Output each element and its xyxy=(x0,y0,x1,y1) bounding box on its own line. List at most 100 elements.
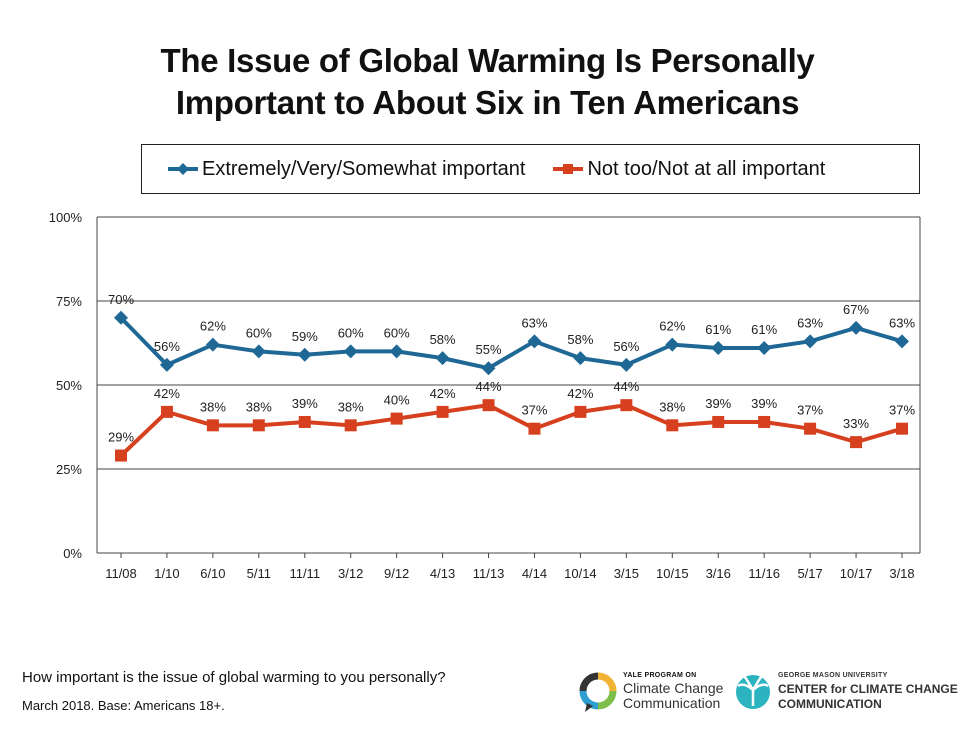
y-tick-label: 0% xyxy=(63,546,82,561)
data-label: 67% xyxy=(843,302,869,317)
data-label: 70% xyxy=(108,292,134,307)
yale-logo-text: Climate Change Communication xyxy=(623,681,723,711)
legend-label-not-important: Not too/Not at all important xyxy=(587,157,826,180)
x-tick-label: 11/08 xyxy=(105,566,137,581)
data-point-important xyxy=(159,357,174,372)
data-label: 39% xyxy=(705,396,731,411)
yale-logo-small-text: YALE PROGRAM ON xyxy=(623,672,697,679)
data-point-not-important xyxy=(804,422,817,435)
data-point-not-important xyxy=(252,419,265,432)
data-point-not-important xyxy=(574,405,587,418)
data-label: 37% xyxy=(797,403,823,418)
data-label: 33% xyxy=(843,416,869,431)
legend-label-important: Extremely/Very/Somewhat important xyxy=(202,157,526,180)
data-point-important xyxy=(435,351,450,366)
data-label: 60% xyxy=(384,325,410,340)
data-point-not-important xyxy=(115,449,127,462)
chart-legend: Extremely/Very/Somewhat important Not to… xyxy=(141,144,920,194)
data-point-not-important xyxy=(298,415,311,428)
data-label: 37% xyxy=(889,403,915,418)
x-tick-label: 11/13 xyxy=(473,566,505,581)
data-label: 60% xyxy=(246,325,272,340)
data-label: 56% xyxy=(154,339,180,354)
data-label: 59% xyxy=(292,329,318,344)
data-point-not-important xyxy=(482,399,495,412)
data-label: 42% xyxy=(430,386,456,401)
legend-item-not-important: Not too/Not at all important xyxy=(553,158,825,181)
data-point-important xyxy=(481,361,496,376)
data-label: 29% xyxy=(108,430,134,445)
x-tick-label: 4/13 xyxy=(430,566,455,581)
y-tick-label: 25% xyxy=(56,462,82,477)
data-label: 58% xyxy=(430,332,456,347)
data-label: 58% xyxy=(567,332,593,347)
data-point-not-important xyxy=(850,436,863,449)
data-point-important xyxy=(205,337,220,352)
data-point-not-important xyxy=(896,422,908,435)
data-point-not-important xyxy=(206,419,219,432)
data-label: 60% xyxy=(338,325,364,340)
data-point-not-important xyxy=(160,405,173,418)
data-label: 39% xyxy=(292,396,318,411)
x-tick-label: 11/16 xyxy=(748,566,780,581)
data-label: 63% xyxy=(521,315,547,330)
x-tick-label: 5/11 xyxy=(247,566,271,581)
x-tick-label: 5/17 xyxy=(797,566,822,581)
data-label: 44% xyxy=(613,379,639,394)
x-tick-label: 1/10 xyxy=(154,566,179,581)
data-point-important xyxy=(343,344,358,359)
data-point-important xyxy=(665,337,680,352)
data-label: 38% xyxy=(338,399,364,414)
data-label: 38% xyxy=(659,399,685,414)
survey-base: March 2018. Base: Americans 18+. xyxy=(22,698,225,713)
yale-logo-line-1: Climate Change xyxy=(623,680,724,696)
data-point-important xyxy=(757,341,772,356)
data-point-not-important xyxy=(620,399,633,412)
data-label: 38% xyxy=(246,399,272,414)
data-point-not-important xyxy=(344,419,357,432)
yale-logo-line-2: Communication xyxy=(623,695,721,711)
x-tick-label: 3/18 xyxy=(889,566,914,581)
data-point-not-important xyxy=(712,415,725,428)
data-point-not-important xyxy=(758,415,771,428)
data-label: 55% xyxy=(476,342,502,357)
x-tick-label: 11/11 xyxy=(289,566,320,581)
data-label: 40% xyxy=(384,393,410,408)
survey-question: How important is the issue of global war… xyxy=(22,669,446,686)
y-tick-label: 100% xyxy=(49,210,83,225)
chart-title-line-2: Important to About Six in Ten Americans xyxy=(175,84,800,121)
x-tick-label: 9/12 xyxy=(384,566,409,581)
data-point-important xyxy=(389,344,404,359)
gmu-logo-line-2: COMMUNICATION xyxy=(778,697,882,711)
data-label: 39% xyxy=(751,396,777,411)
x-tick-label: 10/17 xyxy=(840,566,873,581)
data-point-important xyxy=(297,347,312,362)
data-point-important xyxy=(803,334,818,349)
data-point-important xyxy=(711,341,726,356)
data-point-important xyxy=(251,344,266,359)
series-line-not-important xyxy=(119,403,903,458)
data-point-important xyxy=(895,334,909,349)
data-label: 63% xyxy=(797,315,823,330)
chart-title-line-1: The Issue of Global Warming Is Personall… xyxy=(160,42,815,79)
data-label: 37% xyxy=(521,403,547,418)
data-point-important xyxy=(849,320,864,335)
data-point-not-important xyxy=(666,419,679,432)
data-label: 61% xyxy=(751,322,777,337)
data-label: 38% xyxy=(200,399,226,414)
gmu-logo: GEORGE MASON UNIVERSITY CENTER for CLIMA… xyxy=(732,670,962,714)
data-label: 62% xyxy=(659,319,685,334)
data-label: 42% xyxy=(567,386,593,401)
data-point-not-important xyxy=(390,412,403,425)
x-tick-label: 4/14 xyxy=(522,566,547,581)
x-tick-label: 10/15 xyxy=(656,566,689,581)
x-tick-label: 10/14 xyxy=(564,566,597,581)
data-label: 56% xyxy=(613,339,639,354)
gmu-logo-text: CENTER for CLIMATE CHANGE COMMUNICATION xyxy=(778,682,958,712)
data-point-important xyxy=(114,310,128,325)
data-label: 63% xyxy=(889,315,915,330)
legend-diamond-marker-icon xyxy=(168,163,198,175)
y-tick-label: 75% xyxy=(56,294,82,309)
data-point-important xyxy=(619,357,634,372)
